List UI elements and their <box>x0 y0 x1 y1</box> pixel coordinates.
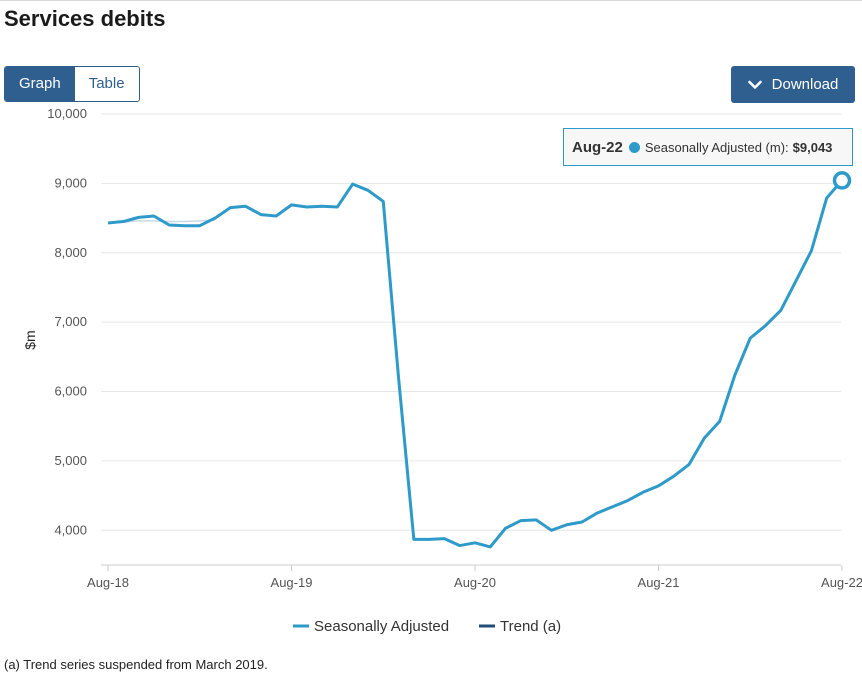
x-tick-label: Aug-20 <box>454 575 496 590</box>
services-debits-chart: 4,000 5,000 6,000 7,000 8,000 9,000 10,000 Aug-… <box>22 106 862 635</box>
axis-layer: 4,000 5,000 6,000 7,000 8,000 9,000 10,000 Aug-… <box>22 106 862 590</box>
y-axis-label: $m <box>22 330 38 349</box>
y-tick-label: 5,000 <box>54 453 87 468</box>
legend-label-seasonally-adjusted[interactable]: Seasonally Adjusted <box>314 618 449 635</box>
graph-tab[interactable]: Graph <box>5 67 75 101</box>
x-tick-label: Aug-21 <box>638 575 680 590</box>
y-tick-label: 7,000 <box>54 314 87 329</box>
footnote: (a) Trend series suspended from March 20… <box>4 657 268 672</box>
download-label: Download <box>771 76 839 93</box>
tooltip-series-dot <box>628 141 640 153</box>
view-toggle: Graph Table <box>4 66 140 102</box>
series-layer <box>107 171 852 549</box>
x-tick-label: Aug-22 <box>821 575 862 590</box>
y-tick-label: 9,000 <box>54 175 87 190</box>
legend-label-trend[interactable]: Trend (a) <box>500 618 561 635</box>
download-button[interactable]: Download <box>731 66 855 103</box>
top-rule <box>0 0 862 1</box>
table-tab[interactable]: Table <box>74 67 139 101</box>
y-tick-label: 4,000 <box>54 522 87 537</box>
seasonally-adjusted-series-line <box>107 179 844 549</box>
legend: Seasonally Adjusted Trend (a) <box>293 618 561 635</box>
grid-layer <box>101 113 841 531</box>
tooltip-series-label: Seasonally Adjusted (m): <box>644 139 789 155</box>
y-tick-label: 10,000 <box>47 106 87 121</box>
page-title: Services debits <box>4 6 166 31</box>
highlighted-point-marker[interactable] <box>832 171 852 190</box>
tooltip-date: Aug-22 <box>572 138 623 156</box>
chevron-down-icon <box>747 80 762 90</box>
y-tick-label: 8,000 <box>54 245 87 260</box>
y-tick-label: 6,000 <box>54 384 87 399</box>
x-tick-label: Aug-18 <box>87 575 129 590</box>
chart-tooltip: Aug-22 Seasonally Adjusted (m): $9,043 <box>563 128 853 166</box>
x-tick-label: Aug-19 <box>271 575 313 590</box>
tooltip-value: $9,043 <box>792 139 833 155</box>
